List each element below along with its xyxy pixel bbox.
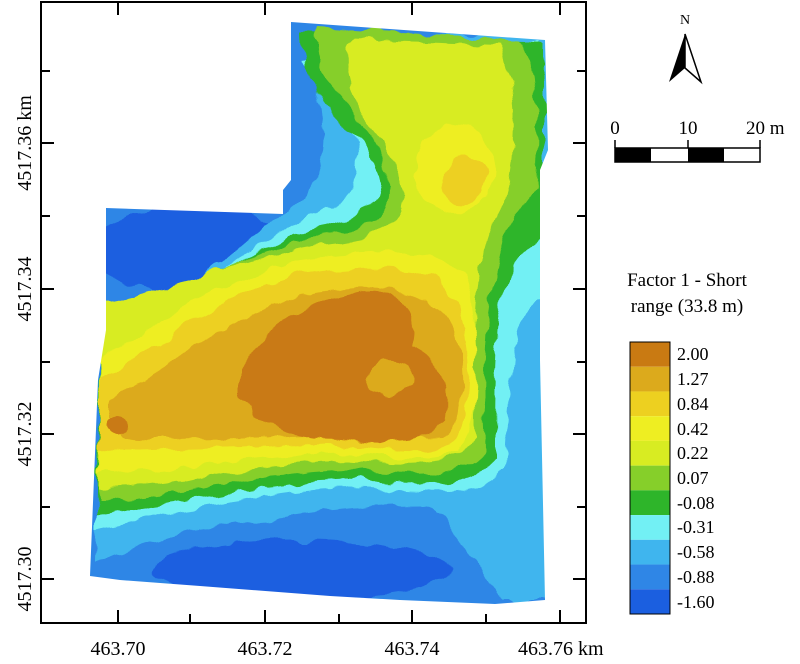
legend-swatch bbox=[630, 416, 670, 441]
legend-label: 1.27 bbox=[677, 369, 709, 390]
north-arrow-icon: N bbox=[669, 13, 703, 85]
legend-swatch bbox=[630, 465, 670, 491]
legend-swatch bbox=[630, 515, 670, 540]
legend-label: -0.31 bbox=[677, 517, 715, 538]
map-frame bbox=[40, 1, 587, 624]
scale-label: 10 bbox=[679, 118, 698, 139]
scale-bar: 0 10 20 m bbox=[610, 118, 785, 163]
legend-title-line1: Factor 1 - Short bbox=[627, 270, 747, 291]
y-tick-label: 4517.34 bbox=[14, 257, 36, 322]
x-tick-label: 463.76 km bbox=[518, 638, 604, 660]
north-label: N bbox=[680, 13, 690, 28]
legend-label: 2.00 bbox=[677, 344, 709, 365]
legend-swatches bbox=[629, 341, 671, 615]
y-tick-marks bbox=[41, 70, 586, 580]
legend-swatch bbox=[630, 440, 670, 466]
legend-swatch bbox=[630, 564, 670, 590]
legend-label: 0.22 bbox=[677, 443, 709, 464]
legend-label: 0.84 bbox=[677, 393, 709, 414]
legend-label: -0.58 bbox=[677, 542, 715, 563]
legend-label: -0.88 bbox=[677, 566, 715, 587]
legend-swatch bbox=[630, 589, 670, 614]
x-tick-marks bbox=[117, 2, 561, 623]
scale-label: 0 bbox=[610, 118, 620, 139]
legend-swatch bbox=[630, 342, 670, 367]
legend-swatch bbox=[630, 490, 670, 516]
legend-swatch bbox=[630, 391, 670, 417]
x-tick-label: 463.70 bbox=[91, 638, 146, 660]
legend-swatch bbox=[630, 366, 670, 392]
y-tick-label: 4517.30 bbox=[14, 547, 36, 612]
legend-title-line2: range (33.8 m) bbox=[630, 296, 744, 317]
x-tick-label: 463.74 bbox=[385, 638, 440, 660]
legend-label: -1.60 bbox=[677, 591, 715, 612]
x-tick-labels: 463.70 463.72 463.74 463.76 km bbox=[91, 638, 605, 660]
scale-label: 20 m bbox=[746, 118, 785, 139]
factor-surface bbox=[90, 22, 548, 604]
legend-swatch bbox=[630, 539, 670, 565]
legend-title: Factor 1 - Short range (33.8 m) bbox=[598, 268, 776, 320]
legend-label: -0.08 bbox=[677, 492, 715, 513]
legend-border bbox=[629, 341, 671, 615]
y-tick-label: 4517.32 bbox=[14, 402, 36, 467]
x-tick-label: 463.72 bbox=[238, 638, 293, 660]
y-tick-labels: 4517.30 4517.32 4517.34 4517.36 km bbox=[14, 95, 36, 612]
y-tick-label: 4517.36 km bbox=[14, 95, 36, 191]
legend-label: 0.42 bbox=[677, 418, 709, 439]
legend-label: 0.07 bbox=[677, 468, 709, 488]
